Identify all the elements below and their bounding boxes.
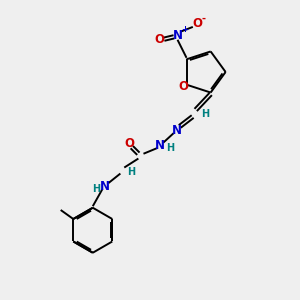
Text: O: O bbox=[124, 137, 134, 150]
Text: H: H bbox=[92, 184, 101, 194]
Text: O: O bbox=[192, 17, 202, 30]
Text: H: H bbox=[127, 167, 135, 177]
Text: O: O bbox=[178, 80, 188, 93]
Text: N: N bbox=[100, 180, 110, 193]
Text: O: O bbox=[154, 33, 164, 46]
Text: -: - bbox=[202, 14, 206, 23]
Text: N: N bbox=[172, 29, 182, 42]
Text: H: H bbox=[202, 109, 210, 119]
Text: H: H bbox=[166, 143, 174, 153]
Text: +: + bbox=[181, 25, 188, 34]
Text: N: N bbox=[172, 124, 182, 136]
Text: N: N bbox=[155, 139, 165, 152]
